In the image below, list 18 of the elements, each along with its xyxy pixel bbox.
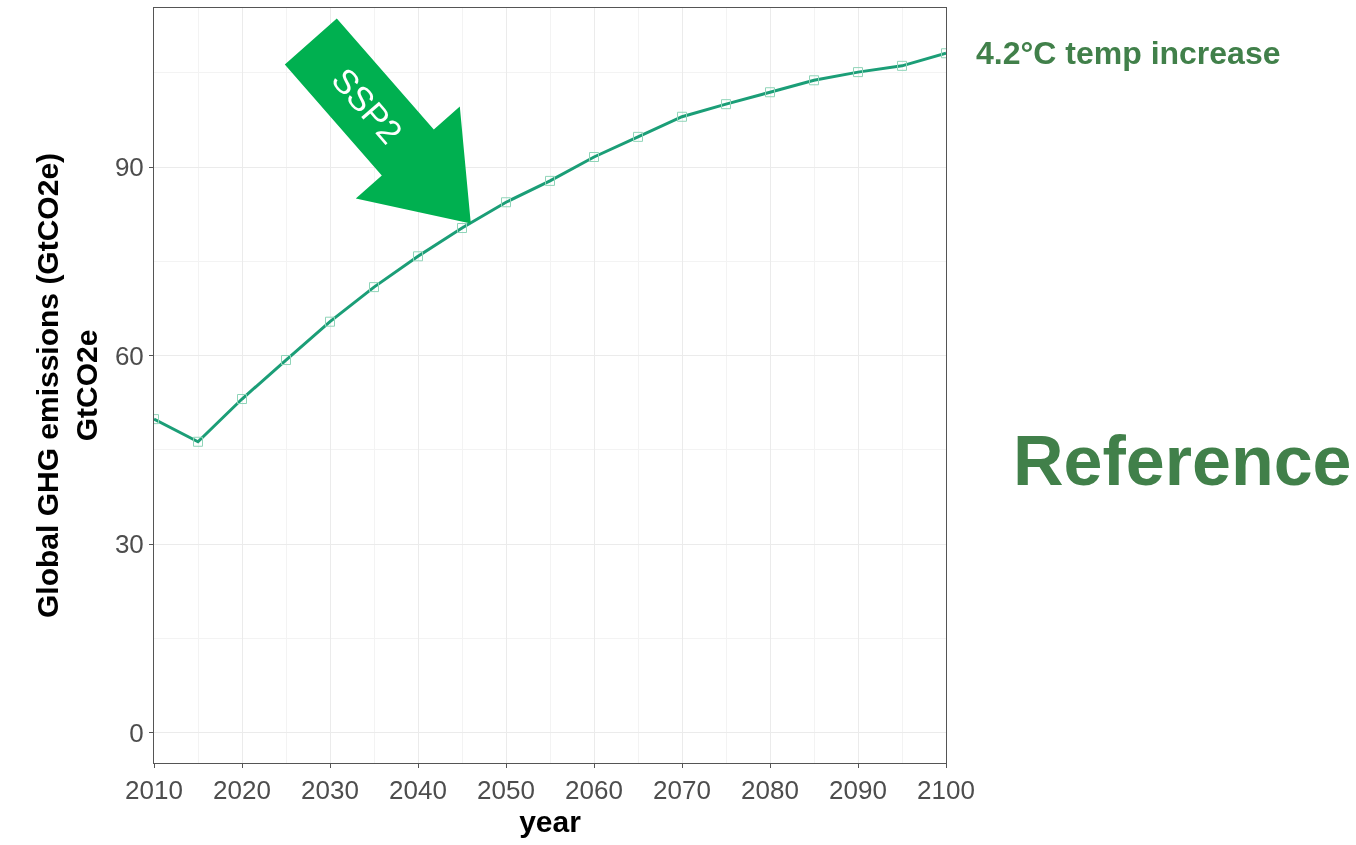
- y-tick-label: 30: [114, 529, 144, 560]
- y-tick-label: 60: [114, 340, 144, 371]
- x-tick-label: 2070: [653, 775, 711, 806]
- x-tick-label: 2020: [213, 775, 271, 806]
- x-tick-label: 2080: [741, 775, 799, 806]
- y-tick-label: 90: [114, 152, 144, 183]
- text: Reference: [1013, 422, 1352, 500]
- x-axis-title: year: [519, 805, 582, 839]
- x-tick-label: 2060: [565, 775, 623, 806]
- x-tick-label: 2050: [477, 775, 535, 806]
- y-tick-label: 0: [129, 717, 144, 748]
- x-tick-label: 2040: [389, 775, 447, 806]
- x-tick-label: 2100: [917, 775, 975, 806]
- y-axis-title: Global GHG emissions (GtCO2e) GtCO2e: [30, 152, 103, 619]
- x-tick-label: 2010: [125, 775, 183, 806]
- x-tick-label: 2030: [301, 775, 359, 806]
- annotation: 4.2°C temp increase: [976, 35, 1281, 71]
- x-tick-label: 2090: [829, 775, 887, 806]
